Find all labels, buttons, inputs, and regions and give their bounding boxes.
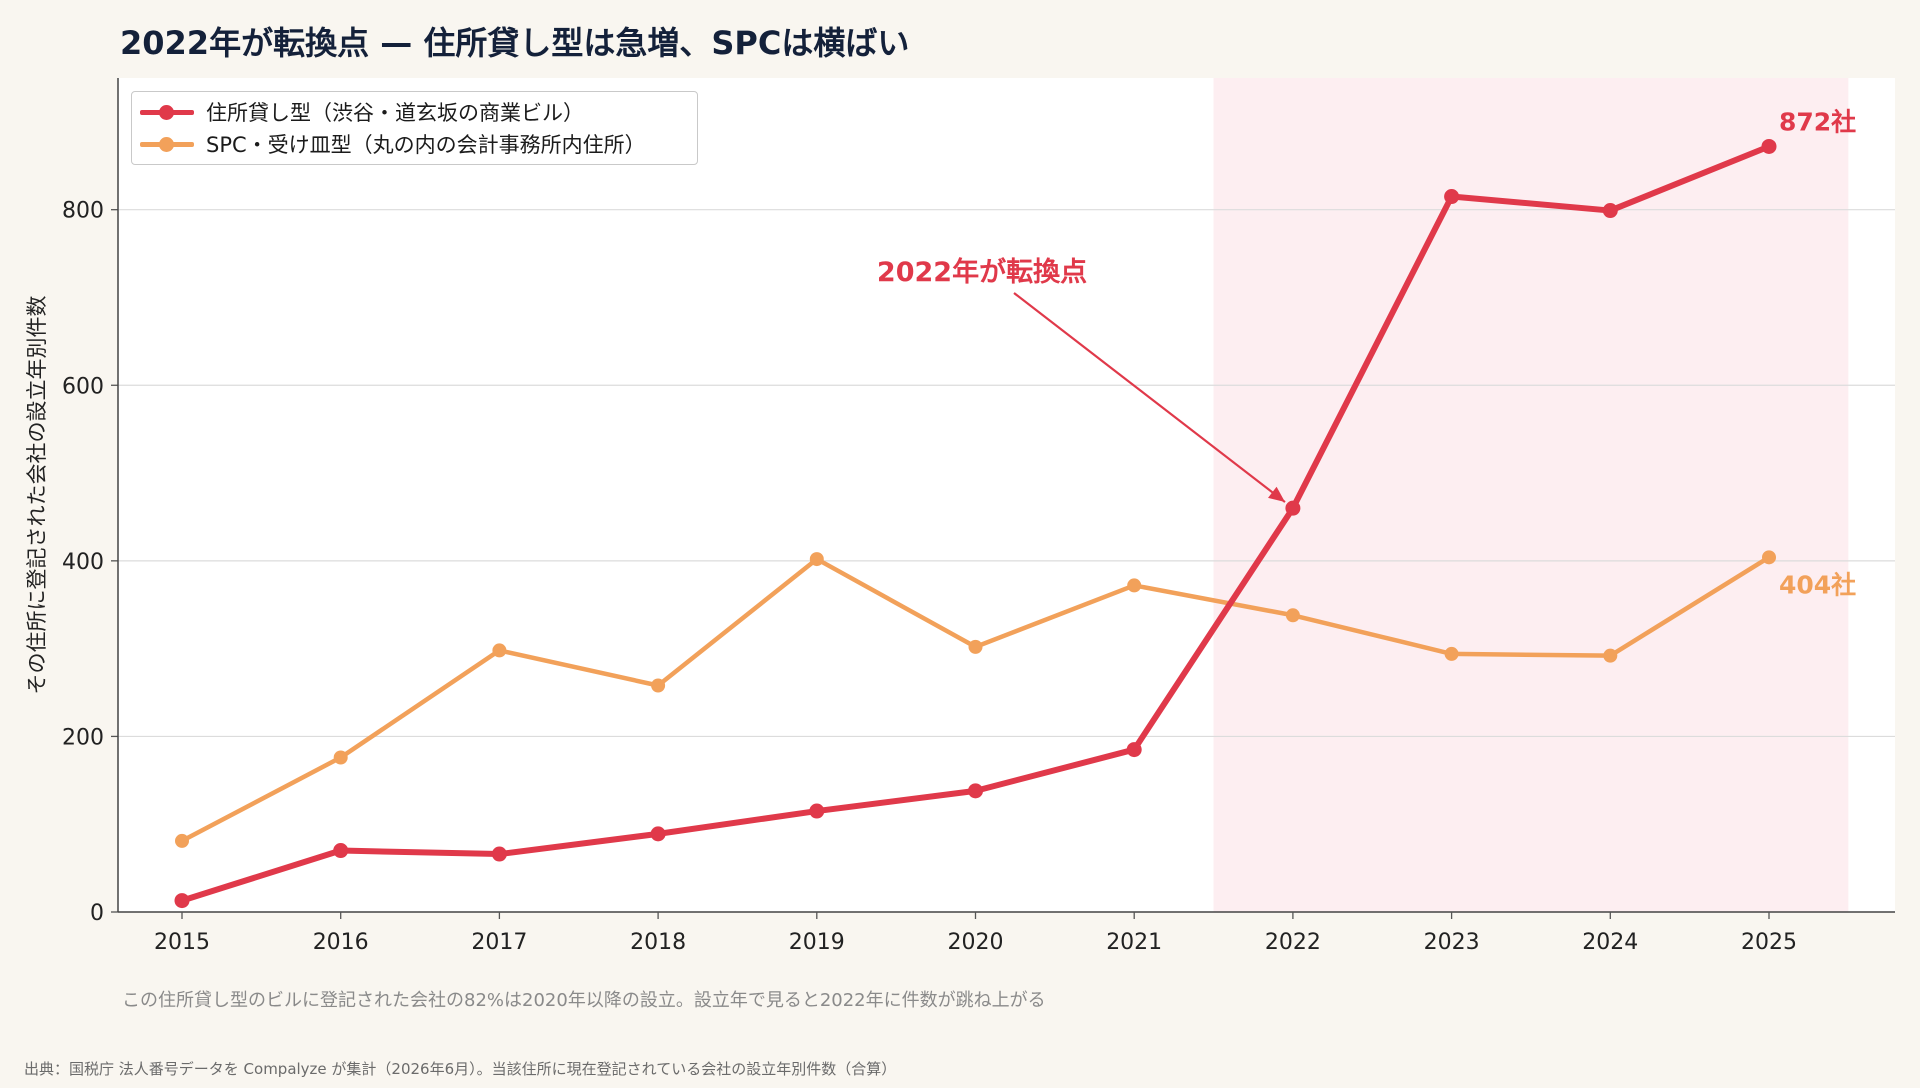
annotation-arrowhead xyxy=(1268,486,1285,503)
data-point-orange xyxy=(175,833,189,848)
x-tick-label: 2021 xyxy=(1106,930,1162,955)
data-point-orange xyxy=(1762,550,1776,565)
data-point-red xyxy=(491,846,507,862)
x-tick-label: 2016 xyxy=(313,930,369,955)
x-tick-label: 2025 xyxy=(1741,930,1797,955)
y-tick-label: 0 xyxy=(90,901,104,926)
annotation-arrow xyxy=(1013,292,1286,503)
legend-label-orange: SPC・受け皿型（丸の内の会計事務所内住所） xyxy=(206,133,646,157)
legend-swatch-orange xyxy=(140,134,194,154)
legend: 住所貸し型（渋谷・道玄坂の商業ビル） SPC・受け皿型（丸の内の会計事務所内住所… xyxy=(131,91,698,165)
y-axis-label: その住所に登記された会社の設立年別件数 xyxy=(25,296,49,695)
data-point-orange xyxy=(809,552,824,567)
source-note: 出典：国税庁 法人番号データを Compalyze が集計（2026年6月）。当… xyxy=(24,1060,897,1078)
data-point-red xyxy=(1761,138,1777,154)
x-tick-label: 2019 xyxy=(789,930,845,955)
data-point-red xyxy=(1126,742,1142,758)
data-point-red xyxy=(1285,500,1301,516)
end-label-red: 872社 xyxy=(1779,107,1856,136)
y-tick-label: 600 xyxy=(62,374,104,399)
data-point-red xyxy=(1602,203,1618,219)
x-tick-label: 2018 xyxy=(630,930,686,955)
x-tick-label: 2017 xyxy=(471,930,527,955)
data-point-orange xyxy=(1444,646,1459,661)
highlight-band xyxy=(1213,78,1849,912)
y-tick-label: 800 xyxy=(62,199,104,224)
y-tick-label: 400 xyxy=(62,550,104,575)
data-point-red xyxy=(1444,189,1460,205)
legend-item-orange: SPC・受け皿型（丸の内の会計事務所内住所） xyxy=(140,129,646,159)
x-tick-label: 2022 xyxy=(1265,930,1321,955)
end-label-orange: 404社 xyxy=(1779,570,1856,599)
x-tick-label: 2024 xyxy=(1582,930,1638,955)
data-point-red xyxy=(968,783,983,799)
data-point-red xyxy=(650,826,666,842)
annotation-text: 2022年が転換点 xyxy=(877,256,1087,288)
legend-label-red: 住所貸し型（渋谷・道玄坂の商業ビル） xyxy=(206,101,584,125)
chart-caption: この住所貸し型のビルに登記された会社の82%は2020年以降の設立。設立年で見る… xyxy=(122,990,1046,1011)
data-point-red xyxy=(809,803,825,819)
data-point-orange xyxy=(333,750,348,765)
chart-title: 2022年が転換点 — 住所貸し型は急増、SPCは横ばい xyxy=(120,24,910,62)
y-tick-label: 200 xyxy=(62,725,104,750)
data-point-orange xyxy=(1127,578,1142,593)
data-point-orange xyxy=(1285,608,1300,623)
data-point-red xyxy=(333,843,349,859)
data-point-orange xyxy=(492,643,507,658)
legend-swatch-red xyxy=(140,102,194,122)
x-tick-label: 2023 xyxy=(1424,930,1480,955)
data-point-orange xyxy=(968,639,983,654)
x-tick-label: 2020 xyxy=(948,930,1004,955)
data-point-orange xyxy=(1603,648,1618,663)
legend-item-red: 住所貸し型（渋谷・道玄坂の商業ビル） xyxy=(140,97,584,127)
data-point-orange xyxy=(651,678,666,693)
data-point-red xyxy=(174,893,190,909)
x-tick-label: 2015 xyxy=(154,930,210,955)
